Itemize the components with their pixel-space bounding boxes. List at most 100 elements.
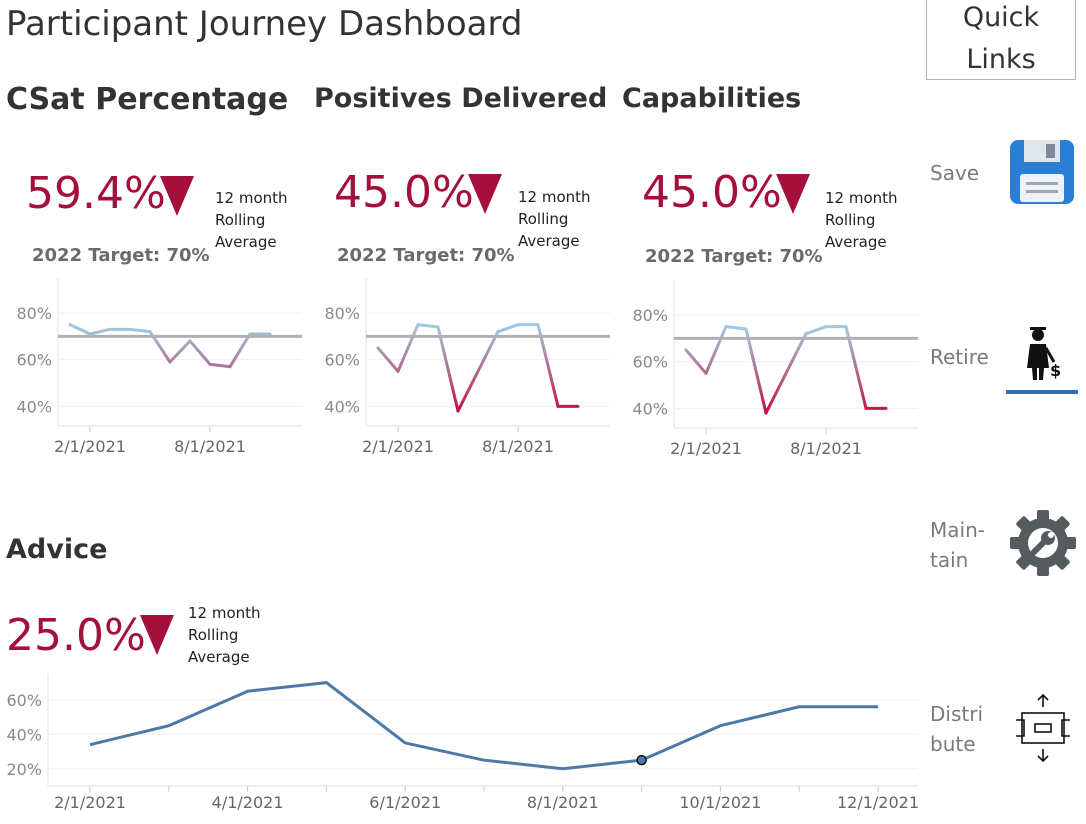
- series-segment: [844, 325, 868, 410]
- save-icon[interactable]: [1008, 138, 1076, 206]
- x-tick-label: 2/1/2021: [362, 437, 434, 456]
- series-segment: [496, 323, 520, 334]
- target-label-positives: 2022 Target: 70%: [337, 245, 515, 266]
- rolling-line: Rolling: [518, 210, 569, 228]
- series-segment: [764, 371, 788, 415]
- series-segment: [724, 325, 748, 331]
- x-tick-label: 8/1/2021: [790, 439, 862, 458]
- series-segment: [188, 339, 212, 366]
- y-tick-label: 40%: [632, 399, 668, 418]
- x-tick-label: 8/1/2021: [174, 437, 246, 456]
- positives-line-chart: 40% 60% 80% 2/1/2021 8/1/2021: [324, 278, 610, 456]
- x-tick-label: 2/1/2021: [54, 437, 126, 456]
- rolling-line: 12 month: [215, 189, 288, 207]
- y-tick-label: 60%: [632, 353, 668, 372]
- maintain-gear-icon[interactable]: [1008, 508, 1078, 578]
- x-tick-label: 4/1/2021: [212, 793, 284, 812]
- y-tick-label: 40%: [16, 397, 52, 416]
- kpi-value-advice: 25.0%: [6, 610, 146, 661]
- y-tick-label: 80%: [16, 304, 52, 323]
- sidebar-item-maintain[interactable]: Main- tain: [930, 515, 985, 575]
- sidebar-label: Distri: [930, 702, 983, 726]
- x-tick-label: 6/1/2021: [369, 793, 441, 812]
- rolling-average-label: 12 month Rolling Average: [518, 186, 591, 252]
- rolling-line: 12 month: [518, 188, 591, 206]
- distribute-icon[interactable]: [1008, 693, 1078, 763]
- series-segment: [88, 327, 112, 336]
- svg-text:$: $: [1050, 361, 1061, 380]
- sidebar-label: bute: [930, 732, 976, 756]
- kpi-title-advice: Advice: [6, 534, 108, 565]
- sidebar-label: Retire: [930, 345, 989, 369]
- sidebar-item-save[interactable]: Save: [930, 158, 979, 188]
- x-tick-label: 12/1/2021: [837, 793, 919, 812]
- series-segment: [436, 325, 460, 413]
- kpi-value-capabilities: 45.0%: [642, 167, 782, 218]
- series-segment: [476, 330, 500, 373]
- x-tick-label: 8/1/2021: [482, 437, 554, 456]
- series-segment: [784, 332, 808, 375]
- rolling-line: Rolling: [215, 211, 266, 229]
- kpi-value-positives: 45.0%: [334, 167, 474, 218]
- rolling-line: Average: [518, 232, 580, 250]
- advice-line-chart: 20% 40% 60% 2/1/2021 4/1/2021 6/1/2021 8/1/202…: [6, 674, 919, 812]
- series-segment: [536, 323, 560, 408]
- series-segment: [684, 348, 708, 375]
- quick-links-button[interactable]: Quick Links: [926, 0, 1076, 80]
- series-segment: [168, 339, 192, 364]
- sidebar-label: tain: [930, 548, 969, 572]
- rolling-line: Average: [825, 233, 887, 251]
- y-tick-label: 60%: [6, 691, 42, 710]
- page-title: Participant Journey Dashboard: [6, 4, 523, 44]
- y-tick-label: 40%: [6, 725, 42, 744]
- kpi-title-positives: Positives Delivered: [314, 83, 608, 114]
- rolling-line: Rolling: [188, 626, 239, 644]
- retire-icon[interactable]: $: [1006, 322, 1078, 396]
- series-segment: [396, 323, 420, 373]
- x-tick-label: 2/1/2021: [670, 439, 742, 458]
- y-tick-label: 60%: [16, 351, 52, 370]
- highlight-point: [636, 754, 647, 766]
- rolling-line: Rolling: [825, 211, 876, 229]
- series-segment: [128, 327, 152, 334]
- y-tick-label: 20%: [6, 760, 42, 779]
- target-label-csat: 2022 Target: 70%: [32, 245, 210, 266]
- series-segment: [208, 362, 232, 369]
- series-segment: [704, 325, 728, 375]
- x-tick-label: 2/1/2021: [54, 793, 126, 812]
- sidebar-item-distribute[interactable]: Distri bute: [930, 699, 983, 759]
- target-label-capabilities: 2022 Target: 70%: [645, 246, 823, 267]
- sidebar-label: Main-: [930, 518, 985, 542]
- rolling-line: Average: [188, 648, 250, 666]
- quick-links-label-line-1: Quick: [962, 2, 1040, 33]
- series-segment: [456, 369, 480, 413]
- advice-series-line: [89, 681, 878, 771]
- series-segment: [416, 323, 440, 329]
- trend-down-icon: [140, 615, 174, 655]
- sidebar-item-retire[interactable]: Retire: [930, 342, 989, 372]
- trend-down-icon: [468, 174, 502, 214]
- x-tick-label: 8/1/2021: [527, 793, 599, 812]
- sidebar-label: Save: [930, 161, 980, 185]
- y-tick-label: 80%: [324, 304, 360, 323]
- capabilities-line-chart: 40% 60% 80% 2/1/2021 8/1/2021: [632, 280, 918, 458]
- rolling-average-label: 12 month Rolling Average: [188, 602, 261, 668]
- y-tick-label: 60%: [324, 351, 360, 370]
- series-segment: [68, 323, 92, 336]
- rolling-average-label: 12 month Rolling Average: [215, 187, 288, 253]
- trend-down-icon: [160, 176, 194, 216]
- rolling-line: 12 month: [188, 604, 261, 622]
- series-segment: [744, 327, 768, 415]
- quick-links-label-line-2: Links: [966, 44, 1036, 75]
- csat-line-chart: 40% 60% 80% 2/1/2021 8/1/2021: [16, 278, 302, 456]
- series-segment: [804, 325, 828, 336]
- x-tick-label: 10/1/2021: [679, 793, 761, 812]
- y-tick-label: 40%: [324, 397, 360, 416]
- kpi-title-csat: CSat Percentage: [6, 82, 289, 117]
- trend-down-icon: [776, 174, 810, 214]
- rolling-line: Average: [215, 233, 277, 251]
- rolling-line: 12 month: [825, 189, 898, 207]
- y-tick-label: 80%: [632, 306, 668, 325]
- kpi-value-csat: 59.4%: [26, 168, 166, 219]
- series-segment: [228, 332, 252, 369]
